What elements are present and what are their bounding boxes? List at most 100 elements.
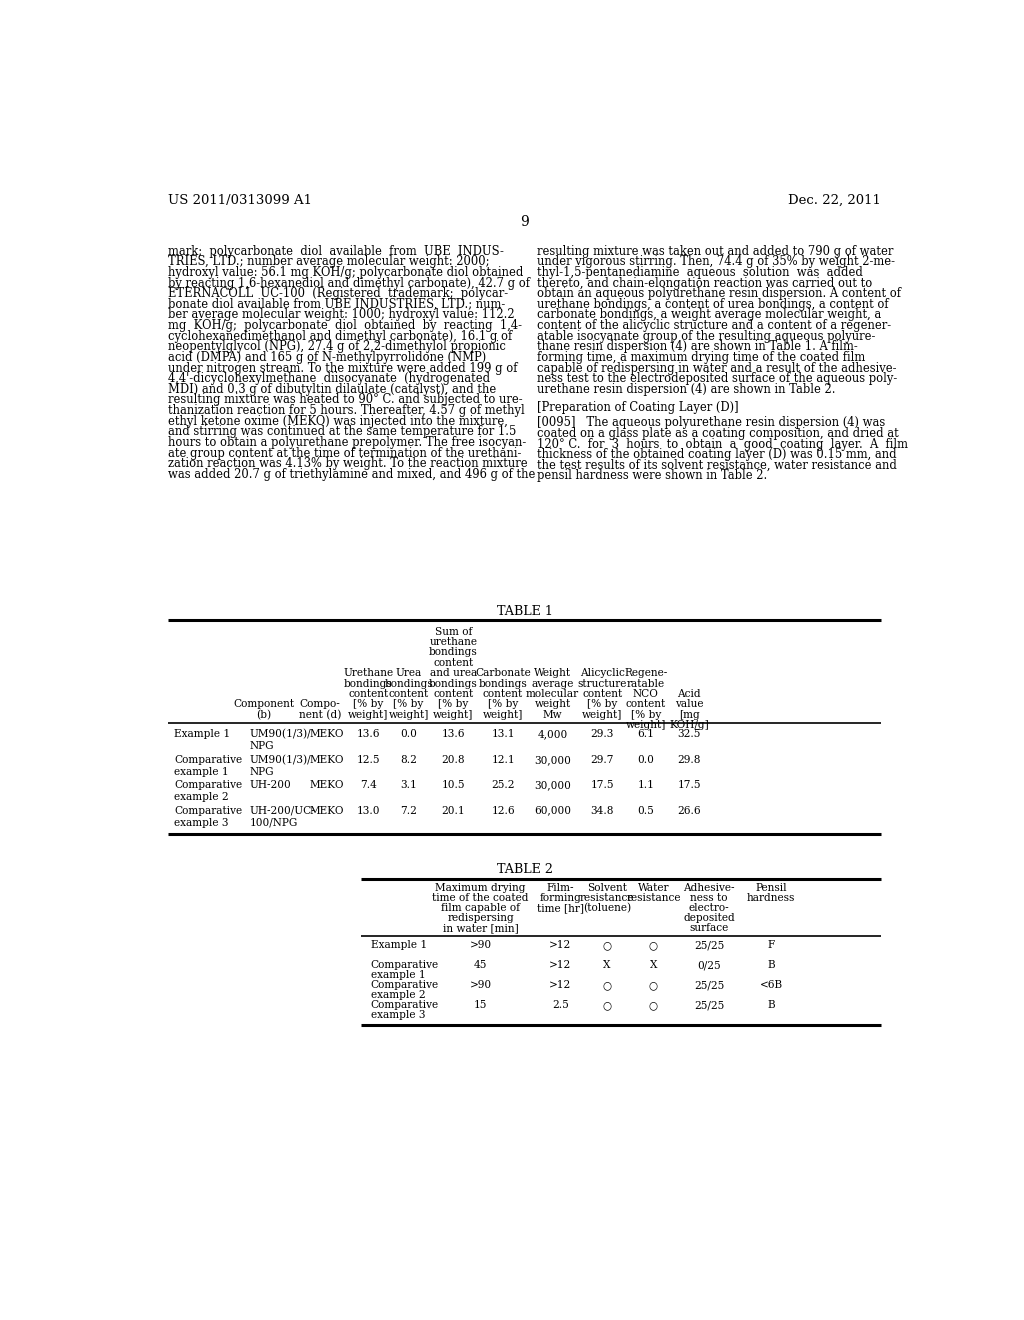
Text: Example 1: Example 1 (174, 730, 230, 739)
Text: ate group content at the time of termination of the urethani-: ate group content at the time of termina… (168, 446, 521, 459)
Text: coated on a glass plate as a coating composition, and dried at: coated on a glass plate as a coating com… (538, 426, 899, 440)
Text: NPG: NPG (250, 767, 274, 776)
Text: 25.2: 25.2 (492, 780, 515, 791)
Text: X: X (649, 961, 657, 970)
Text: MDI) and 0.3 g of dibutyltin dilaulate (catalyst), and the: MDI) and 0.3 g of dibutyltin dilaulate (… (168, 383, 497, 396)
Text: resulting mixture was heated to 90° C. and subjected to ure-: resulting mixture was heated to 90° C. a… (168, 393, 523, 407)
Text: weight]: weight] (433, 710, 474, 719)
Text: B: B (767, 1001, 775, 1010)
Text: B: B (767, 961, 775, 970)
Text: Urea: Urea (395, 668, 422, 678)
Text: >12: >12 (549, 961, 571, 970)
Text: (b): (b) (256, 710, 271, 719)
Text: content: content (433, 657, 474, 668)
Text: ness to: ness to (690, 894, 728, 903)
Text: obtain an aqueous polyurethane resin dispersion. A content of: obtain an aqueous polyurethane resin dis… (538, 288, 901, 300)
Text: example 1: example 1 (174, 767, 229, 776)
Text: Sum of: Sum of (435, 627, 472, 636)
Text: hours to obtain a polyurethane prepolymer. The free isocyan-: hours to obtain a polyurethane prepolyme… (168, 436, 526, 449)
Text: 1.1: 1.1 (637, 780, 654, 791)
Text: Comparative: Comparative (174, 805, 243, 816)
Text: atable isocyanate group of the resulting aqueous polyure-: atable isocyanate group of the resulting… (538, 330, 876, 343)
Text: 13.6: 13.6 (356, 730, 380, 739)
Text: content: content (433, 689, 474, 698)
Text: Comparative: Comparative (371, 961, 438, 970)
Text: under vigorous stirring. Then, 74.4 g of 35% by weight 2-me-: under vigorous stirring. Then, 74.4 g of… (538, 255, 895, 268)
Text: example 3: example 3 (174, 817, 229, 828)
Text: hardness: hardness (748, 894, 796, 903)
Text: deposited: deposited (683, 913, 735, 924)
Text: [% by: [% by (587, 700, 617, 709)
Text: KOH/g]: KOH/g] (670, 721, 709, 730)
Text: Maximum drying: Maximum drying (435, 883, 526, 894)
Text: ethyl ketone oxime (MEKO) was injected into the mixture,: ethyl ketone oxime (MEKO) was injected i… (168, 414, 508, 428)
Text: was added 20.7 g of triethylamine and mixed, and 496 g of the: was added 20.7 g of triethylamine and mi… (168, 467, 536, 480)
Text: resistance: resistance (580, 894, 634, 903)
Text: average: average (531, 678, 573, 689)
Text: content: content (388, 689, 429, 698)
Text: Pensil: Pensil (756, 883, 787, 894)
Text: Component: Component (233, 700, 294, 709)
Text: in water [min]: in water [min] (442, 924, 518, 933)
Text: UH-200/UC-: UH-200/UC- (250, 805, 315, 816)
Text: ber average molecular weight: 1000; hydroxyl value: 112.2: ber average molecular weight: 1000; hydr… (168, 309, 515, 321)
Text: Comparative: Comparative (371, 981, 438, 990)
Text: Weight: Weight (535, 668, 571, 678)
Text: bondings: bondings (384, 678, 433, 689)
Text: Example 1: Example 1 (371, 940, 427, 950)
Text: 4,000: 4,000 (538, 730, 568, 739)
Text: (toluene): (toluene) (583, 903, 631, 913)
Text: ○: ○ (649, 981, 658, 990)
Text: 9: 9 (520, 215, 529, 230)
Text: nent (d): nent (d) (299, 710, 341, 719)
Text: ness test to the electrodeposited surface of the aqueous poly-: ness test to the electrodeposited surfac… (538, 372, 897, 385)
Text: thanization reaction for 5 hours. Thereafter, 4.57 g of methyl: thanization reaction for 5 hours. Therea… (168, 404, 525, 417)
Text: weight]: weight] (582, 710, 623, 719)
Text: ETERNACOLL  UC-100  (Registered  trademark;  polycar-: ETERNACOLL UC-100 (Registered trademark;… (168, 288, 509, 300)
Text: neopentylglycol (NPG), 27.4 g of 2,2-dimethylol propionic: neopentylglycol (NPG), 27.4 g of 2,2-dim… (168, 341, 506, 354)
Text: electro-: electro- (689, 903, 729, 913)
Text: Carbonate: Carbonate (475, 668, 531, 678)
Text: Alicyclic: Alicyclic (580, 668, 625, 678)
Text: [% by: [% by (488, 700, 518, 709)
Text: forming time, a maximum drying time of the coated film: forming time, a maximum drying time of t… (538, 351, 865, 364)
Text: capable of redispersing in water and a result of the adhesive-: capable of redispersing in water and a r… (538, 362, 897, 375)
Text: under nitrogen stream. To the mixture were added 199 g of: under nitrogen stream. To the mixture we… (168, 362, 518, 375)
Text: MEKO: MEKO (309, 780, 344, 791)
Text: acid (DMPA) and 165 g of N-methylpyrrolidone (NMP): acid (DMPA) and 165 g of N-methylpyrroli… (168, 351, 486, 364)
Text: mg  KOH/g;  polycarbonate  diol  obtained  by  reacting  1,4-: mg KOH/g; polycarbonate diol obtained by… (168, 319, 522, 333)
Text: weight]: weight] (388, 710, 429, 719)
Text: urethane bondings, a content of urea bondings, a content of: urethane bondings, a content of urea bon… (538, 298, 889, 310)
Text: Water: Water (638, 883, 670, 894)
Text: >90: >90 (470, 981, 492, 990)
Text: 12.5: 12.5 (356, 755, 380, 764)
Text: 20.1: 20.1 (441, 805, 465, 816)
Text: time [hr]: time [hr] (537, 903, 584, 913)
Text: 26.6: 26.6 (677, 805, 700, 816)
Text: zation reaction was 4.13% by weight. To the reaction mixture: zation reaction was 4.13% by weight. To … (168, 457, 528, 470)
Text: 25/25: 25/25 (694, 1001, 724, 1010)
Text: value: value (675, 700, 703, 709)
Text: Comparative: Comparative (174, 780, 243, 791)
Text: UM90(1/3)/: UM90(1/3)/ (250, 730, 311, 739)
Text: bonate diol available from UBE INDUSTRIES, LTD.; num-: bonate diol available from UBE INDUSTRIE… (168, 298, 506, 310)
Text: 13.6: 13.6 (441, 730, 465, 739)
Text: ○: ○ (649, 1001, 658, 1010)
Text: 20.8: 20.8 (441, 755, 465, 764)
Text: 15: 15 (474, 1001, 487, 1010)
Text: carbonate bondings, a weight average molecular weight, a: carbonate bondings, a weight average mol… (538, 309, 882, 321)
Text: 29.7: 29.7 (591, 755, 614, 764)
Text: 12.6: 12.6 (492, 805, 515, 816)
Text: cyclohexanedimethanol and dimethyl carbonate), 16.1 g of: cyclohexanedimethanol and dimethyl carbo… (168, 330, 513, 343)
Text: ○: ○ (602, 981, 611, 990)
Text: ratable: ratable (627, 678, 665, 689)
Text: 29.3: 29.3 (591, 730, 614, 739)
Text: and stirring was continued at the same temperature for 1.5: and stirring was continued at the same t… (168, 425, 517, 438)
Text: Solvent: Solvent (587, 883, 627, 894)
Text: bondings: bondings (344, 678, 392, 689)
Text: TABLE 2: TABLE 2 (497, 863, 553, 876)
Text: weight: weight (535, 700, 570, 709)
Text: film capable of: film capable of (441, 903, 520, 913)
Text: 17.5: 17.5 (591, 780, 614, 791)
Text: redispersing: redispersing (447, 913, 514, 924)
